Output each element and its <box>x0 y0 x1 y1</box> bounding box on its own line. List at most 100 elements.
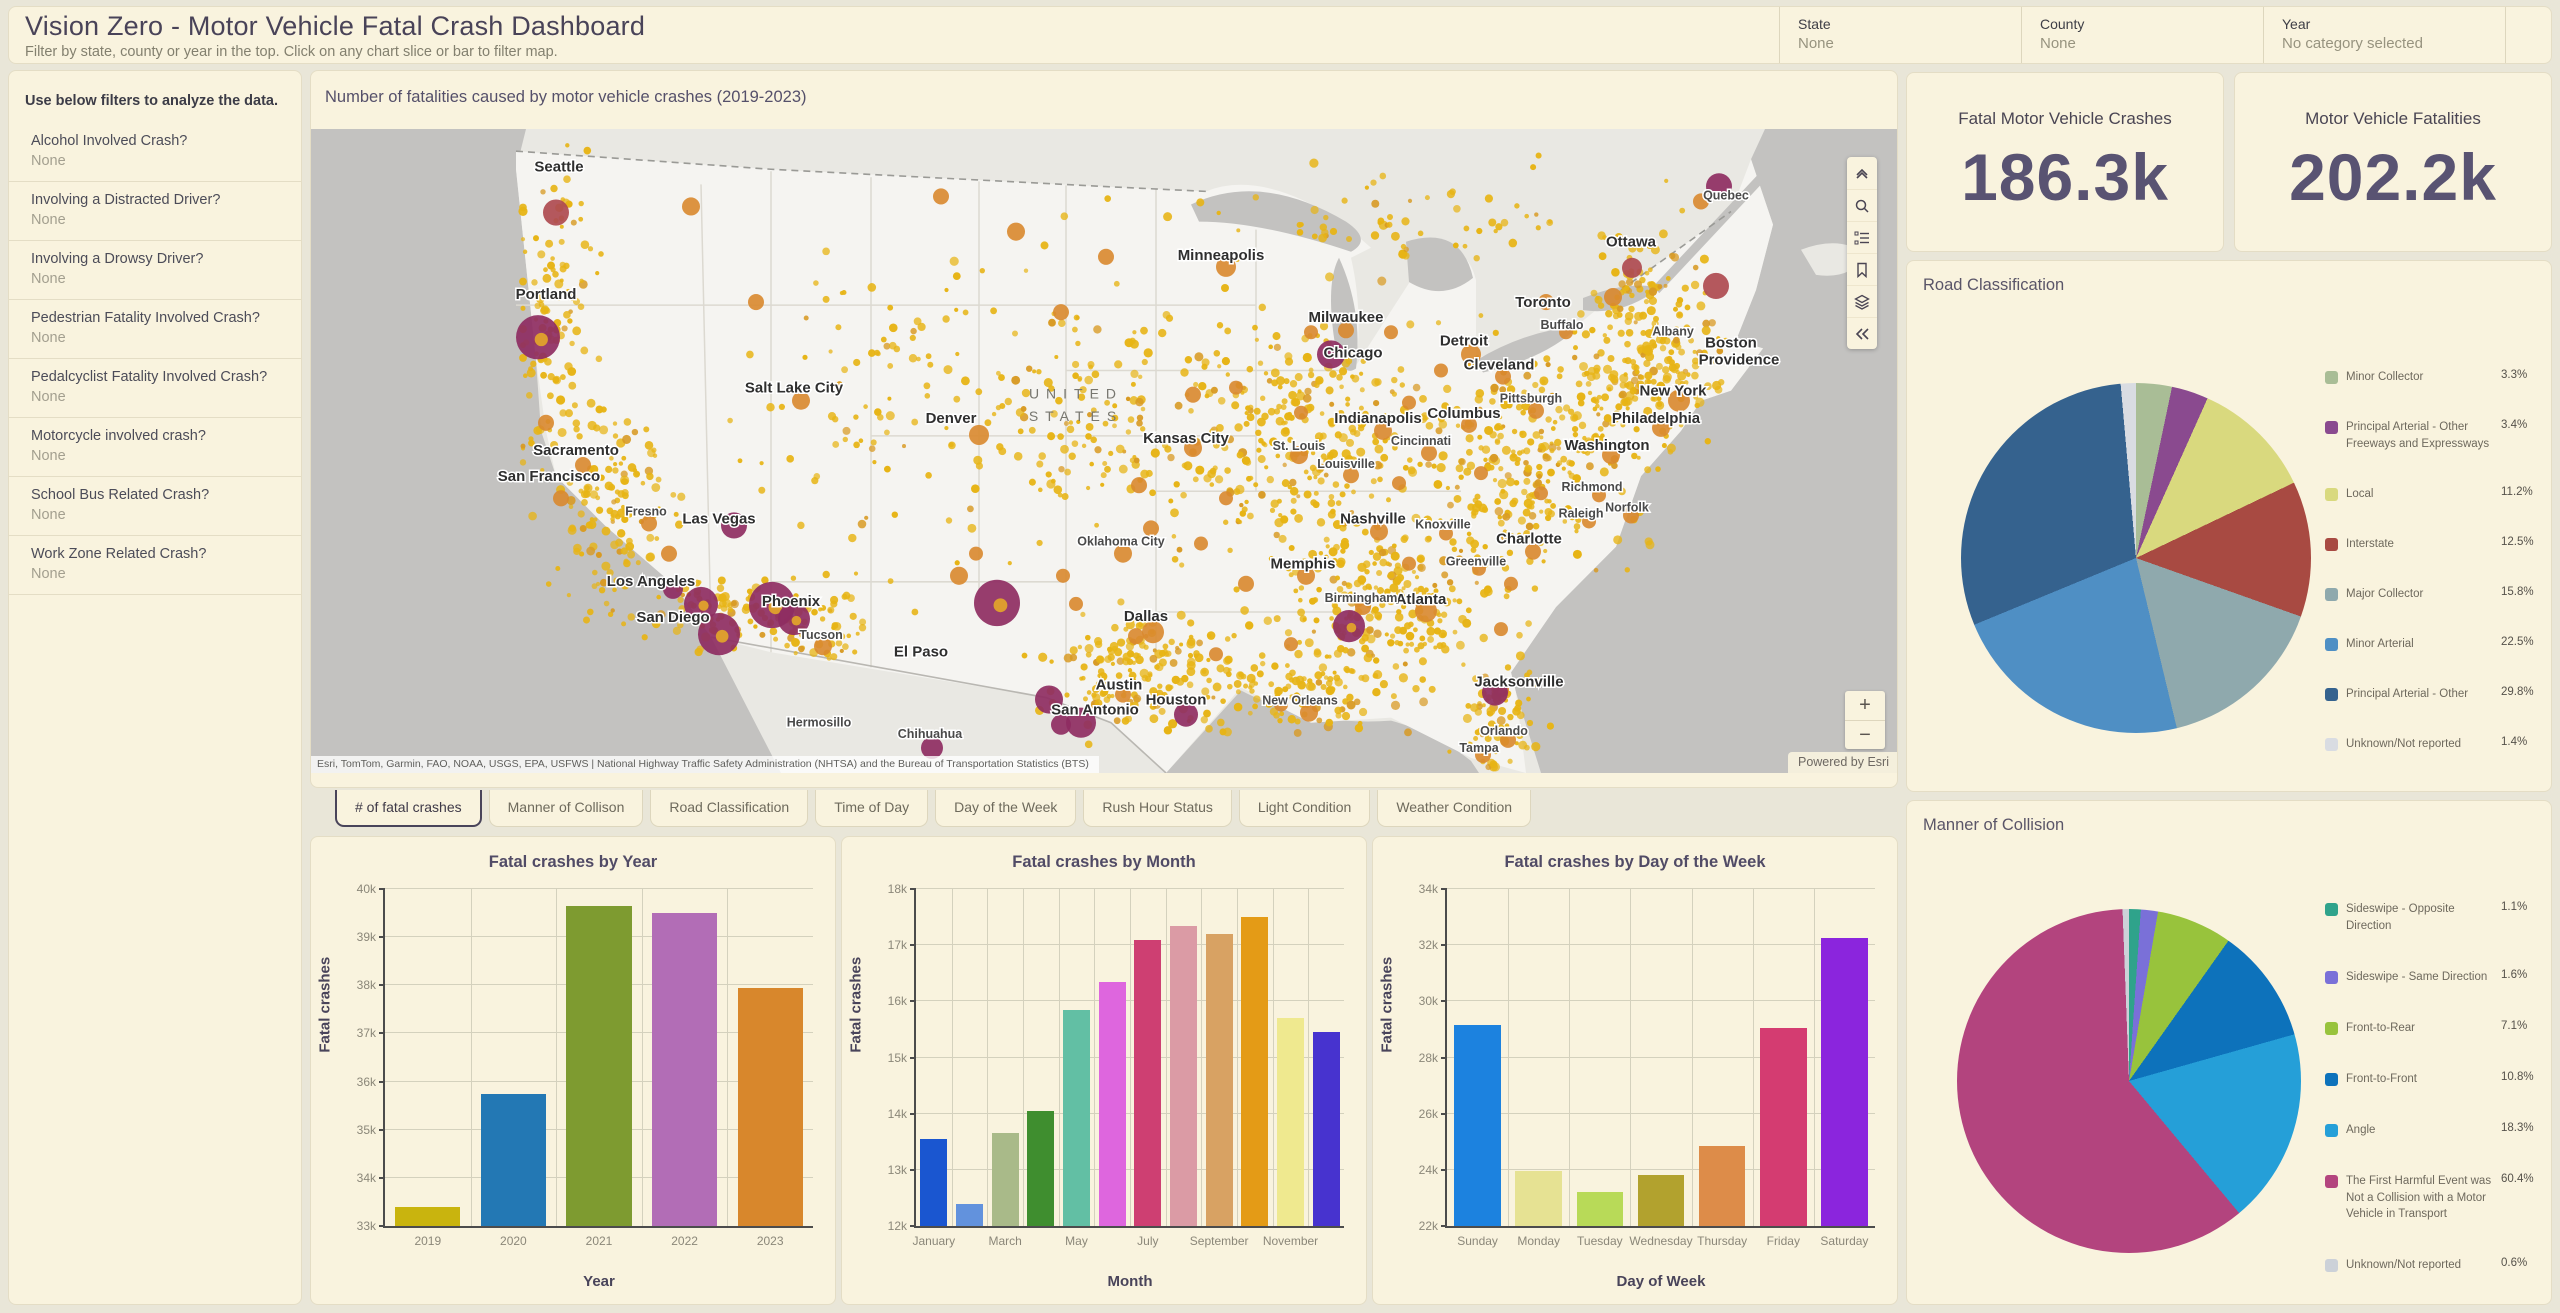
fatality-bubble-large[interactable] <box>663 578 683 599</box>
tab-day-of-the-week[interactable]: Day of the Week <box>935 790 1077 827</box>
fatality-bubble-medium[interactable] <box>1402 556 1416 571</box>
fatality-bubble-medium[interactable] <box>1229 380 1243 395</box>
map-canvas[interactable]: Seattle Portland Sacramento San Francisco Lo… <box>311 129 1898 773</box>
tab-road-classification[interactable]: Road Classification <box>650 790 809 827</box>
tab-time-of-day[interactable]: Time of Day <box>815 790 929 827</box>
fatality-bubble-medium[interactable] <box>1525 543 1541 560</box>
fatality-bubble-medium[interactable] <box>1131 477 1147 494</box>
fatality-bubble-medium[interactable] <box>1216 256 1236 277</box>
usa-fatalities-map[interactable]: Seattle Portland Sacramento San Francisco Lo… <box>311 129 1898 773</box>
fatality-bubble-medium[interactable] <box>553 490 569 507</box>
fatality-bubble-medium[interactable] <box>641 515 657 532</box>
fatality-bubble-medium[interactable] <box>1209 647 1223 662</box>
bar-saturday[interactable] <box>1821 938 1868 1226</box>
fatality-bubble-medium[interactable] <box>1274 697 1288 712</box>
bar-sunday[interactable] <box>1454 1025 1501 1226</box>
tab-manner-of-collison[interactable]: Manner of Collison <box>488 790 644 827</box>
fatality-bubble-large[interactable] <box>1051 714 1071 735</box>
fatality-bubble-large[interactable] <box>1706 173 1732 200</box>
bar-monday[interactable] <box>1515 1171 1562 1226</box>
header-filter-county[interactable]: County None <box>2021 7 2263 63</box>
fatality-bubble-red[interactable] <box>1622 257 1642 278</box>
fatality-bubble-medium[interactable] <box>1370 522 1388 541</box>
bar-2022[interactable] <box>652 913 718 1226</box>
fatality-bubble-medium[interactable] <box>1668 389 1690 412</box>
fatality-bubble-medium[interactable] <box>1538 294 1554 311</box>
sidebar-filter[interactable]: Pedestrian Fatality Involved Crash? None <box>9 300 301 359</box>
tab-weather-condition[interactable]: Weather Condition <box>1377 790 1532 827</box>
fatality-bubble-medium[interactable] <box>538 414 554 431</box>
fatality-bubble-medium[interactable] <box>1355 598 1371 616</box>
bar-june[interactable] <box>1098 981 1126 1226</box>
fatality-bubble-large[interactable] <box>1174 702 1198 727</box>
fatality-bubble-medium[interactable] <box>1115 686 1131 703</box>
fatality-bubble-red[interactable] <box>1703 272 1729 300</box>
fatality-bubble-red[interactable] <box>543 199 569 226</box>
fatality-bubble-medium[interactable] <box>969 546 983 561</box>
bar-april[interactable] <box>1027 1110 1055 1226</box>
fatality-bubble-medium[interactable] <box>1056 568 1070 583</box>
fatality-bubble-medium[interactable] <box>1384 325 1398 340</box>
sidebar-filter[interactable]: Work Zone Related Crash? None <box>9 536 301 595</box>
fatality-bubble-medium[interactable] <box>1693 193 1709 210</box>
fatality-bubble-medium[interactable] <box>1402 395 1416 410</box>
zoom-in-button[interactable]: + <box>1859 694 1871 716</box>
fatality-bubble-medium[interactable] <box>1582 514 1596 529</box>
fatality-bubble-medium[interactable] <box>1602 445 1620 465</box>
bar-october[interactable] <box>1241 917 1269 1226</box>
bar-september[interactable] <box>1205 933 1233 1226</box>
fatality-bubble-medium[interactable] <box>1392 476 1406 491</box>
search-icon[interactable] <box>1847 189 1877 221</box>
fatality-bubble-medium[interactable] <box>1114 544 1132 563</box>
fatality-bubble-medium[interactable] <box>1184 438 1202 458</box>
fatality-bubble-medium[interactable] <box>1495 368 1511 385</box>
fatality-bubble-large[interactable] <box>1482 679 1508 706</box>
header-filter-year[interactable]: Year No category selected <box>2263 7 2505 63</box>
fatality-bubble-medium[interactable] <box>1219 491 1233 506</box>
bar-january[interactable] <box>920 1138 948 1226</box>
tab--of-fatal-crashes[interactable]: # of fatal crashes <box>335 790 482 827</box>
bar-tuesday[interactable] <box>1576 1192 1624 1226</box>
fatality-bubble-medium[interactable] <box>1559 325 1573 340</box>
fatality-bubble-medium[interactable] <box>1472 561 1486 576</box>
fatality-bubble-medium[interactable] <box>748 294 764 311</box>
tab-light-condition[interactable]: Light Condition <box>1238 790 1371 827</box>
fatality-bubble-medium[interactable] <box>1623 507 1639 524</box>
bar-thursday[interactable] <box>1698 1145 1746 1226</box>
fatality-bubble-medium[interactable] <box>1194 536 1208 551</box>
tab-rush-hour-status[interactable]: Rush Hour Status <box>1083 790 1232 827</box>
header-filter-state[interactable]: State None <box>1779 7 2021 63</box>
fatality-bubble-medium[interactable] <box>1528 402 1544 419</box>
fatality-bubble-medium[interactable] <box>1474 466 1488 481</box>
sidebar-filter[interactable]: Pedalcyclist Fatality Involved Crash? No… <box>9 359 301 418</box>
fatality-bubble-medium[interactable] <box>1439 526 1453 541</box>
fatality-bubble-medium[interactable] <box>1069 596 1083 611</box>
legend-list-icon[interactable] <box>1847 221 1877 253</box>
bookmark-icon[interactable] <box>1847 253 1877 285</box>
layers-icon[interactable] <box>1847 285 1877 317</box>
bar-february[interactable] <box>955 1203 984 1226</box>
collapse-icon[interactable] <box>1847 317 1877 349</box>
bar-november[interactable] <box>1277 1018 1305 1226</box>
fatality-bubble-medium[interactable] <box>1053 304 1069 321</box>
fatality-bubble-medium[interactable] <box>1143 520 1159 537</box>
sidebar-filter[interactable]: Motorcycle involved crash? None <box>9 418 301 477</box>
sidebar-filter[interactable]: Alcohol Involved Crash? None <box>9 123 301 182</box>
fatality-bubble-medium[interactable] <box>1500 731 1516 748</box>
fatality-bubble-medium[interactable] <box>1284 637 1298 652</box>
fatality-bubble-medium[interactable] <box>1374 421 1392 440</box>
fatality-bubble-medium[interactable] <box>1604 287 1622 307</box>
fatality-bubble-large[interactable] <box>921 736 943 759</box>
bar-2020[interactable] <box>480 1093 546 1226</box>
fatality-bubble-medium[interactable] <box>1098 248 1114 265</box>
sidebar-filter[interactable]: Involving a Drowsy Driver? None <box>9 241 301 300</box>
fatality-bubble-medium[interactable] <box>1461 416 1477 433</box>
fatality-bubble-medium[interactable] <box>1338 322 1354 339</box>
bar-wednesday[interactable] <box>1637 1175 1685 1226</box>
fatality-bubble-medium[interactable] <box>1415 599 1437 623</box>
fatality-bubble-medium[interactable] <box>1007 222 1025 241</box>
fatality-bubble-medium[interactable] <box>682 197 700 216</box>
fatality-bubble-medium[interactable] <box>1343 467 1359 484</box>
bar-july[interactable] <box>1134 939 1162 1226</box>
sidebar-filter[interactable]: Involving a Distracted Driver? None <box>9 182 301 241</box>
